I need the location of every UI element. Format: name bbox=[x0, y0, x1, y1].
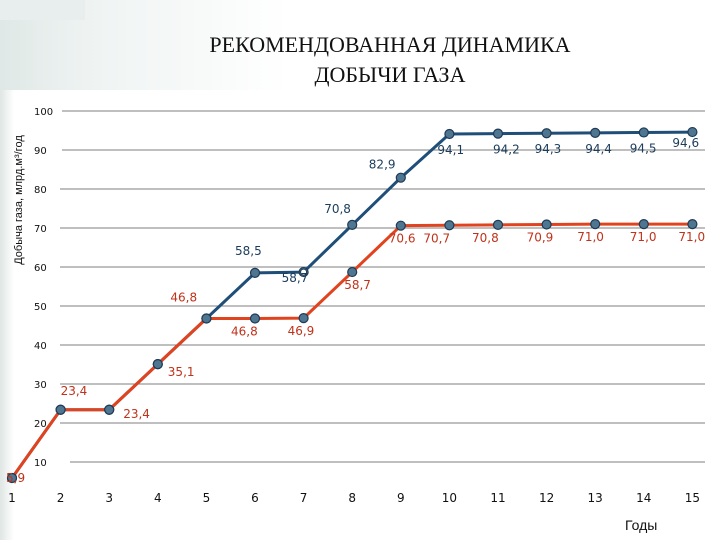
x-tick-5: 5 bbox=[203, 491, 211, 505]
x-tick-1: 1 bbox=[8, 491, 16, 505]
series-1-label-6: 58,5 bbox=[235, 244, 262, 258]
header-stripe bbox=[0, 0, 85, 20]
header-band bbox=[0, 0, 720, 90]
y-tick-30: 30 bbox=[34, 380, 47, 391]
series-1-point-12 bbox=[541, 128, 552, 139]
series-1-label-12: 94,3 bbox=[535, 142, 562, 156]
series-2-point-8 bbox=[347, 266, 358, 278]
x-tick-8: 8 bbox=[348, 491, 356, 505]
series-1-point-10 bbox=[444, 128, 455, 140]
series-1-point-11 bbox=[492, 128, 504, 139]
series-2-label-1: 5,9 bbox=[6, 471, 25, 485]
series-2-line bbox=[10, 222, 693, 479]
y-tick-90: 90 bbox=[34, 146, 47, 157]
series-2-point-13 bbox=[590, 219, 601, 230]
x-tick-7: 7 bbox=[300, 491, 308, 505]
series-1-point-9 bbox=[395, 172, 406, 183]
series-2-point-4 bbox=[152, 359, 163, 370]
series-1-point-7-highlight bbox=[300, 268, 308, 276]
side-band bbox=[0, 90, 14, 540]
x-tick-12: 12 bbox=[539, 491, 554, 505]
series-2-label-5: 46,8 bbox=[170, 290, 197, 304]
series-1-point-8 bbox=[347, 219, 358, 230]
series-1-label-11: 94,2 bbox=[493, 143, 520, 157]
series-1-label-8: 70,8 bbox=[324, 202, 351, 216]
series-2-point-6 bbox=[249, 313, 261, 324]
x-tick-4: 4 bbox=[154, 491, 162, 505]
title-line-1: РЕКОМЕНДОВАННАЯ ДИНАМИКА bbox=[209, 32, 571, 57]
series-1-label-14: 94,5 bbox=[630, 141, 657, 155]
series-2-point-12 bbox=[541, 219, 552, 230]
series-1-line bbox=[10, 130, 693, 479]
series-2-point-10 bbox=[444, 220, 455, 231]
series-2-label-7: 46,9 bbox=[288, 324, 315, 338]
series-2-point-14 bbox=[638, 219, 649, 230]
series-2-label-9: 70,6 bbox=[389, 232, 416, 246]
series-2-point-9 bbox=[395, 220, 406, 231]
y-tick-100: 100 bbox=[34, 107, 53, 118]
x-tick-6: 6 bbox=[251, 491, 259, 505]
grid bbox=[60, 110, 705, 463]
x-axis-label: Годы bbox=[625, 517, 658, 533]
x-tick-11: 11 bbox=[490, 491, 505, 505]
title-line-2: ДОБЫЧИ ГАЗА bbox=[314, 62, 466, 87]
y-tick-80: 80 bbox=[34, 185, 47, 196]
x-tick-2: 2 bbox=[57, 491, 65, 505]
series-2-label-11: 70,8 bbox=[472, 231, 499, 245]
x-tick-3: 3 bbox=[105, 491, 113, 505]
series-1-label-10: 94,1 bbox=[437, 143, 464, 157]
x-tick-10: 10 bbox=[442, 491, 457, 505]
x-tick-13: 13 bbox=[588, 491, 603, 505]
series-1-label-15: 94,6 bbox=[672, 136, 699, 150]
x-tick-15: 15 bbox=[685, 491, 700, 505]
series-1-point-6 bbox=[249, 267, 261, 278]
series-2-label-3: 23,4 bbox=[123, 407, 150, 421]
series-2-label-6: 46,8 bbox=[231, 324, 258, 338]
series-2-label-13: 71,0 bbox=[577, 230, 604, 244]
series-1-point-13 bbox=[590, 127, 601, 138]
series-2-point-11 bbox=[492, 219, 504, 230]
series-2-label-14: 71,0 bbox=[630, 230, 657, 244]
series-2-label-8: 58,7 bbox=[344, 278, 371, 292]
y-tick-10: 10 bbox=[34, 458, 47, 469]
series-2-point-1 bbox=[6, 472, 18, 484]
series-1-label-13: 94,4 bbox=[585, 142, 612, 156]
series-2-label-12: 70,9 bbox=[527, 231, 554, 245]
series-1-point-14 bbox=[638, 127, 649, 138]
series-lines bbox=[10, 130, 693, 479]
series-2-label-4: 35,1 bbox=[168, 365, 195, 379]
x-tick-14: 14 bbox=[636, 491, 651, 505]
y-tick-40: 40 bbox=[34, 341, 47, 352]
series-2-label-15: 71,0 bbox=[678, 230, 705, 244]
series-2-point-3 bbox=[104, 404, 115, 415]
series-1-label-9: 82,9 bbox=[369, 158, 396, 172]
series-1-label-7: 58,7 bbox=[282, 271, 309, 285]
series-2-label-10: 70,7 bbox=[423, 231, 450, 245]
series-2-point-2 bbox=[55, 404, 66, 415]
series-2-label-2: 23,4 bbox=[61, 384, 88, 398]
y-tick-60: 60 bbox=[34, 263, 47, 274]
y-tick-70: 70 bbox=[34, 224, 47, 235]
x-tick-9: 9 bbox=[397, 491, 405, 505]
series-1-point-15 bbox=[687, 126, 698, 138]
y-tick-20: 20 bbox=[34, 419, 47, 430]
series-points bbox=[6, 126, 698, 484]
data-labels: 58,5 58,7 70,8 82,9 94,1 94,2 94,3 94,4 94,5 94,6… bbox=[6, 136, 705, 485]
series-2-point-7 bbox=[298, 313, 309, 324]
series-2-point-15 bbox=[687, 219, 698, 230]
series-2-point-5 bbox=[201, 313, 212, 324]
y-tick-50: 50 bbox=[34, 302, 47, 313]
chart-title: РЕКОМЕНДОВАННАЯ ДИНАМИКА ДОБЫЧИ ГАЗА bbox=[150, 30, 630, 90]
